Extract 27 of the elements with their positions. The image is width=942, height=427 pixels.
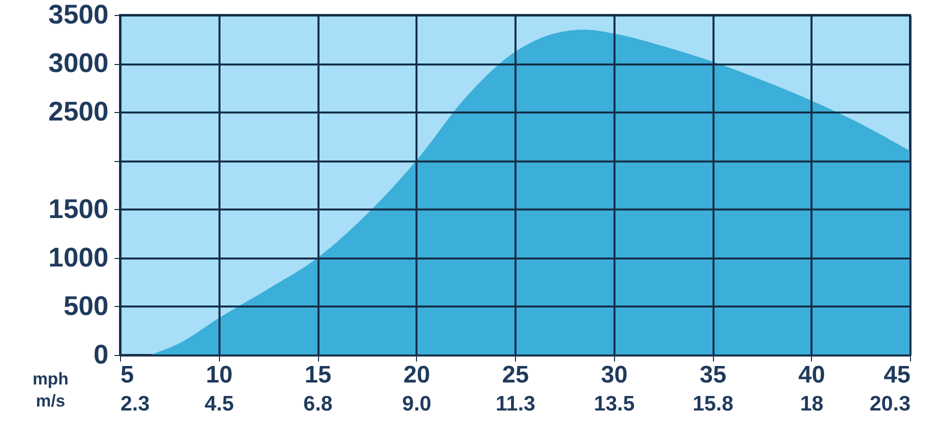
x-axis-title: mph [32, 370, 68, 388]
y-tick-label: 3000 [48, 48, 108, 78]
x-tick-label: 45 [884, 362, 910, 388]
x-tick-label: 20 [403, 362, 430, 388]
x-tick-label: 30 [600, 362, 628, 388]
y-tick-label: 0 [93, 340, 108, 370]
x-tick-label: 40 [798, 362, 826, 388]
x2-tick-label: 15.8 [692, 392, 734, 416]
x-tick-label: 5 [120, 362, 134, 388]
x2-tick-label: 6.8 [303, 392, 333, 416]
x2-tick-label: 20.3 [870, 392, 910, 416]
x2-axis-title: m/s [36, 392, 66, 410]
x2-tick-label: 11.3 [496, 392, 536, 416]
x2-tick-label: 2.3 [120, 392, 150, 416]
x-tick-label: 10 [206, 362, 233, 388]
y-tick-label: 1500 [48, 194, 108, 224]
x2-tick-label: 13.5 [594, 392, 636, 416]
y-tick-label: 3500 [48, 0, 108, 30]
y-tick-label: 2500 [48, 96, 108, 127]
x2-tick-label: 9.0 [402, 392, 432, 416]
y-tick-label: 500 [63, 290, 108, 321]
y-tick-label: 1000 [48, 242, 108, 272]
x-tick-label: 15 [304, 362, 332, 388]
x2-tick-label: 4.5 [204, 392, 234, 416]
x2-tick-label: 18 [800, 392, 824, 416]
x-tick-label: 25 [502, 362, 529, 388]
x-tick-label: 35 [700, 362, 726, 388]
